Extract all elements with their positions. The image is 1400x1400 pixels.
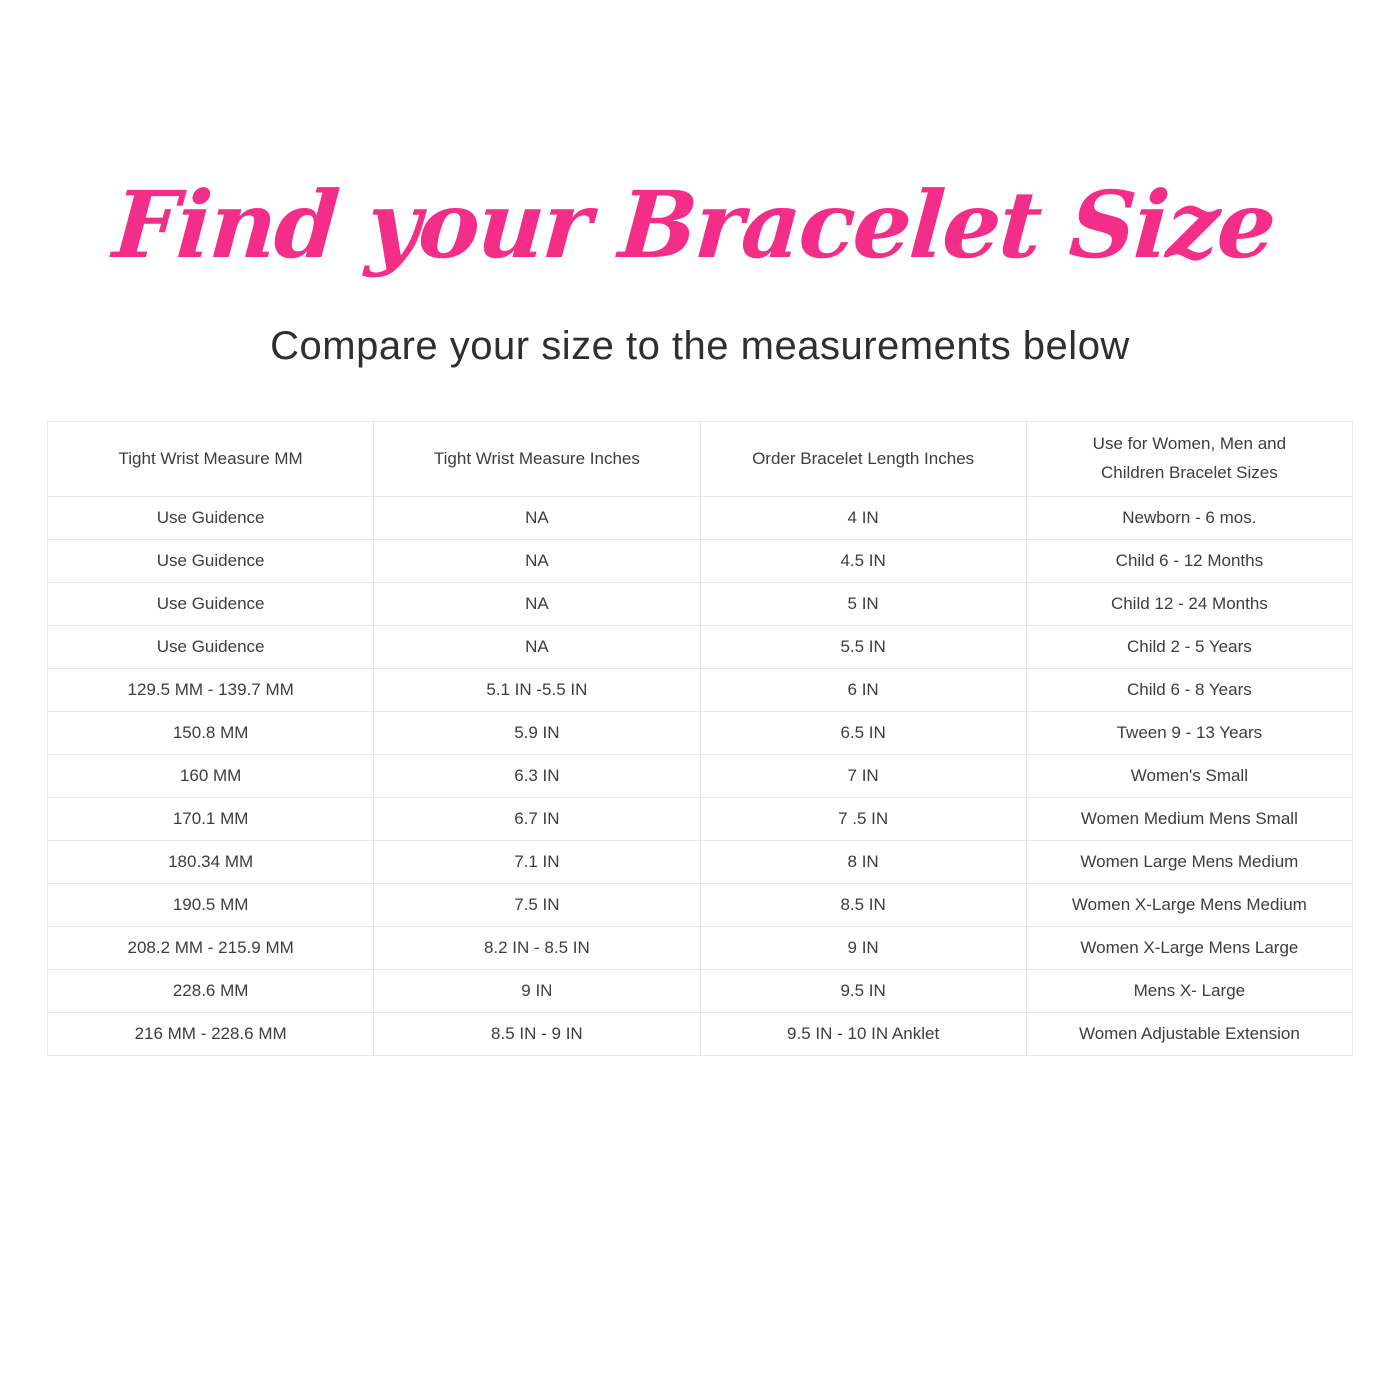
bracelet-size-table: Tight Wrist Measure MM Tight Wrist Measu…: [46, 421, 1354, 1057]
cell-bracelet-length: 9.5 IN - 10 IN Anklet: [699, 1012, 1027, 1057]
cell-wrist-mm: Use Guidence: [46, 625, 375, 670]
cell-use-for: Child 2 - 5 Years: [1025, 625, 1354, 670]
cell-use-for: Newborn - 6 mos.: [1025, 496, 1354, 541]
table-row: 160 MM 6.3 IN 7 IN Women's Small: [46, 754, 1354, 799]
column-header-wrist-inches: Tight Wrist Measure Inches: [373, 421, 701, 498]
cell-wrist-mm: 190.5 MM: [46, 883, 375, 928]
table-row: 228.6 MM 9 IN 9.5 IN Mens X- Large: [46, 969, 1354, 1014]
cell-use-for: Women Medium Mens Small: [1025, 797, 1354, 842]
column-header-use-for: Use for Women, Men and Children Bracelet…: [1025, 421, 1354, 498]
cell-bracelet-length: 6 IN: [699, 668, 1027, 713]
table-row: 150.8 MM 5.9 IN 6.5 IN Tween 9 - 13 Year…: [46, 711, 1354, 756]
cell-wrist-inches: NA: [373, 625, 701, 670]
table-body: Use Guidence NA 4 IN Newborn - 6 mos. Us…: [46, 496, 1354, 1057]
cell-wrist-inches: 6.7 IN: [373, 797, 701, 842]
cell-bracelet-length: 8.5 IN: [699, 883, 1027, 928]
cell-wrist-mm: 228.6 MM: [46, 969, 375, 1014]
table-header-row: Tight Wrist Measure MM Tight Wrist Measu…: [46, 421, 1354, 498]
cell-wrist-inches: 8.5 IN - 9 IN: [373, 1012, 701, 1057]
column-header-wrist-mm: Tight Wrist Measure MM: [46, 421, 375, 498]
cell-use-for: Tween 9 - 13 Years: [1025, 711, 1354, 756]
cell-wrist-inches: 8.2 IN - 8.5 IN: [373, 926, 701, 971]
table-row: Use Guidence NA 5.5 IN Child 2 - 5 Years: [46, 625, 1354, 670]
cell-wrist-inches: 5.1 IN -5.5 IN: [373, 668, 701, 713]
table-header: Tight Wrist Measure MM Tight Wrist Measu…: [46, 421, 1354, 498]
cell-wrist-mm: 160 MM: [46, 754, 375, 799]
table-row: Use Guidence NA 4 IN Newborn - 6 mos.: [46, 496, 1354, 541]
cell-wrist-mm: 180.34 MM: [46, 840, 375, 885]
cell-use-for: Mens X- Large: [1025, 969, 1354, 1014]
cell-wrist-mm: Use Guidence: [46, 582, 375, 627]
cell-wrist-mm: 208.2 MM - 215.9 MM: [46, 926, 375, 971]
cell-use-for: Women Adjustable Extension: [1025, 1012, 1354, 1057]
table-row: Use Guidence NA 5 IN Child 12 - 24 Month…: [46, 582, 1354, 627]
cell-use-for: Women X-Large Mens Medium: [1025, 883, 1354, 928]
cell-use-for: Child 6 - 8 Years: [1025, 668, 1354, 713]
cell-wrist-mm: Use Guidence: [46, 496, 375, 541]
cell-wrist-inches: 9 IN: [373, 969, 701, 1014]
cell-wrist-mm: 216 MM - 228.6 MM: [46, 1012, 375, 1057]
table-row: Use Guidence NA 4.5 IN Child 6 - 12 Mont…: [46, 539, 1354, 584]
cell-bracelet-length: 9 IN: [699, 926, 1027, 971]
cell-bracelet-length: 7 .5 IN: [699, 797, 1027, 842]
cell-wrist-inches: 7.5 IN: [373, 883, 701, 928]
cell-use-for: Women Large Mens Medium: [1025, 840, 1354, 885]
cell-wrist-inches: 5.9 IN: [373, 711, 701, 756]
table-row: 216 MM - 228.6 MM 8.5 IN - 9 IN 9.5 IN -…: [46, 1012, 1354, 1057]
cell-bracelet-length: 5.5 IN: [699, 625, 1027, 670]
cell-wrist-inches: NA: [373, 496, 701, 541]
cell-bracelet-length: 9.5 IN: [699, 969, 1027, 1014]
table-row: 180.34 MM 7.1 IN 8 IN Women Large Mens M…: [46, 840, 1354, 885]
cell-wrist-mm: 170.1 MM: [46, 797, 375, 842]
page-subtitle: Compare your size to the measurements be…: [270, 324, 1130, 369]
cell-wrist-mm: 150.8 MM: [46, 711, 375, 756]
cell-use-for: Women X-Large Mens Large: [1025, 926, 1354, 971]
column-header-bracelet-length: Order Bracelet Length Inches: [699, 421, 1027, 498]
cell-wrist-mm: 129.5 MM - 139.7 MM: [46, 668, 375, 713]
cell-use-for: Women's Small: [1025, 754, 1354, 799]
table-row: 190.5 MM 7.5 IN 8.5 IN Women X-Large Men…: [46, 883, 1354, 928]
cell-wrist-inches: 6.3 IN: [373, 754, 701, 799]
table-row: 129.5 MM - 139.7 MM 5.1 IN -5.5 IN 6 IN …: [46, 668, 1354, 713]
cell-wrist-inches: NA: [373, 582, 701, 627]
cell-wrist-inches: 7.1 IN: [373, 840, 701, 885]
cell-bracelet-length: 6.5 IN: [699, 711, 1027, 756]
cell-bracelet-length: 5 IN: [699, 582, 1027, 627]
cell-bracelet-length: 4 IN: [699, 496, 1027, 541]
cell-wrist-inches: NA: [373, 539, 701, 584]
page-title: Find your Bracelet Size: [109, 171, 1278, 279]
cell-bracelet-length: 7 IN: [699, 754, 1027, 799]
cell-use-for: Child 12 - 24 Months: [1025, 582, 1354, 627]
cell-bracelet-length: 4.5 IN: [699, 539, 1027, 584]
cell-use-for: Child 6 - 12 Months: [1025, 539, 1354, 584]
table-row: 208.2 MM - 215.9 MM 8.2 IN - 8.5 IN 9 IN…: [46, 926, 1354, 971]
table-row: 170.1 MM 6.7 IN 7 .5 IN Women Medium Men…: [46, 797, 1354, 842]
cell-bracelet-length: 8 IN: [699, 840, 1027, 885]
cell-wrist-mm: Use Guidence: [46, 539, 375, 584]
